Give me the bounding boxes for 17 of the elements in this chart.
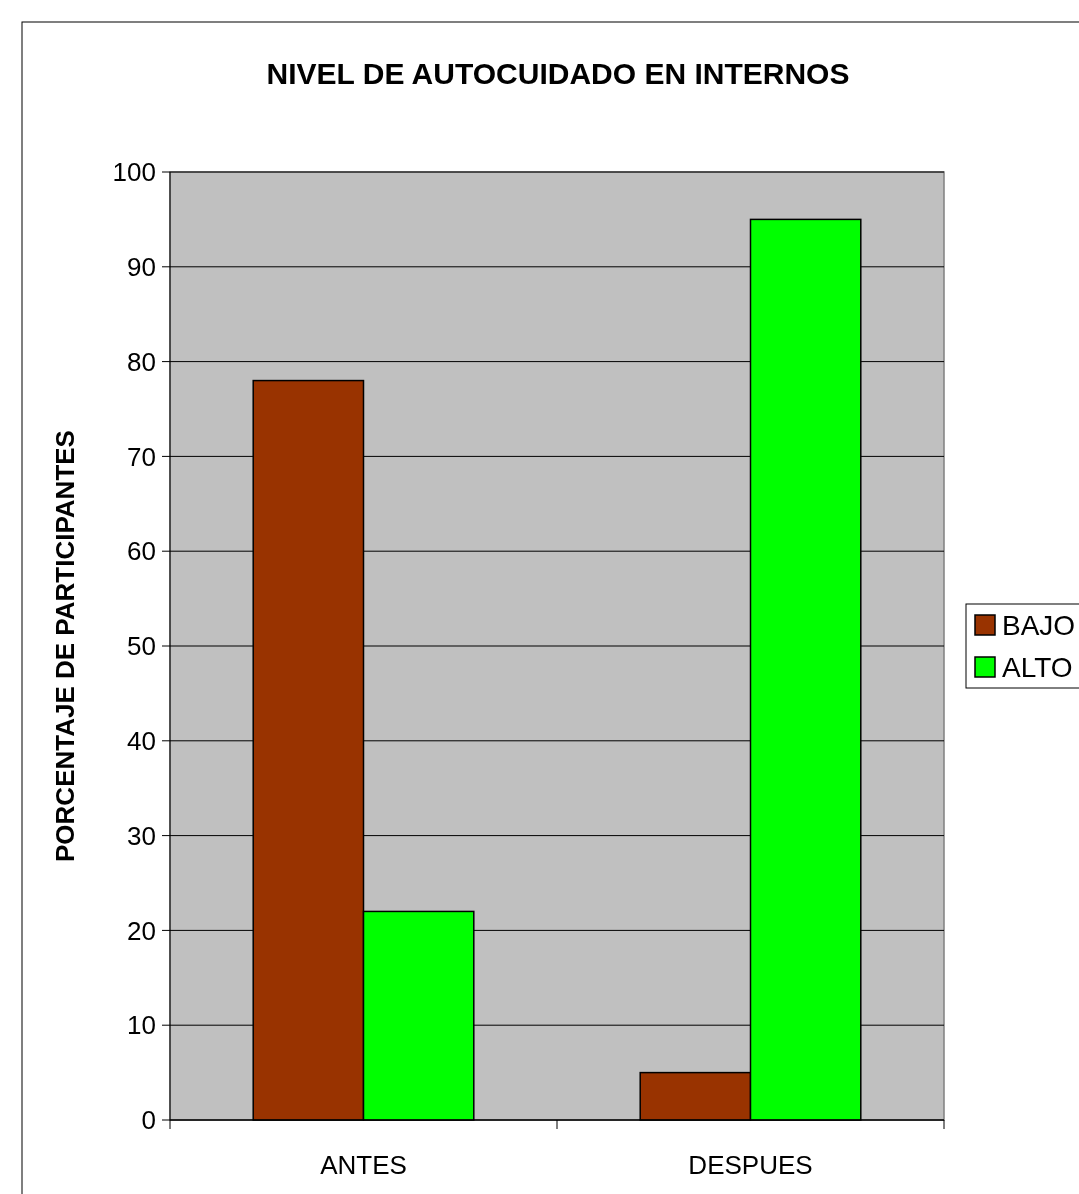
y-tick-label: 50 (127, 631, 156, 662)
y-axis-title: PORCENTAJE DE PARTICIPANTES (50, 430, 80, 862)
y-tick-label: 40 (127, 725, 156, 756)
x-tick-label: DESPUES (688, 1150, 813, 1180)
y-tick-label: 70 (127, 441, 156, 472)
y-tick-label: 60 (127, 536, 156, 567)
y-tick-label: 30 (127, 820, 156, 851)
chart-title: NIVEL DE AUTOCUIDADO EN INTERNOS (266, 57, 850, 90)
y-tick-label: 90 (127, 251, 156, 282)
legend-label: BAJO (1002, 609, 1076, 641)
legend-label: ALTO (1002, 651, 1073, 683)
y-tick-label: 100 (112, 157, 156, 188)
y-tick-label: 0 (141, 1105, 156, 1136)
y-tick-label: 10 (127, 1010, 156, 1041)
y-tick-label: 20 (127, 915, 156, 946)
y-tick-label: 80 (127, 346, 156, 377)
x-tick-label: ANTES (320, 1150, 407, 1180)
